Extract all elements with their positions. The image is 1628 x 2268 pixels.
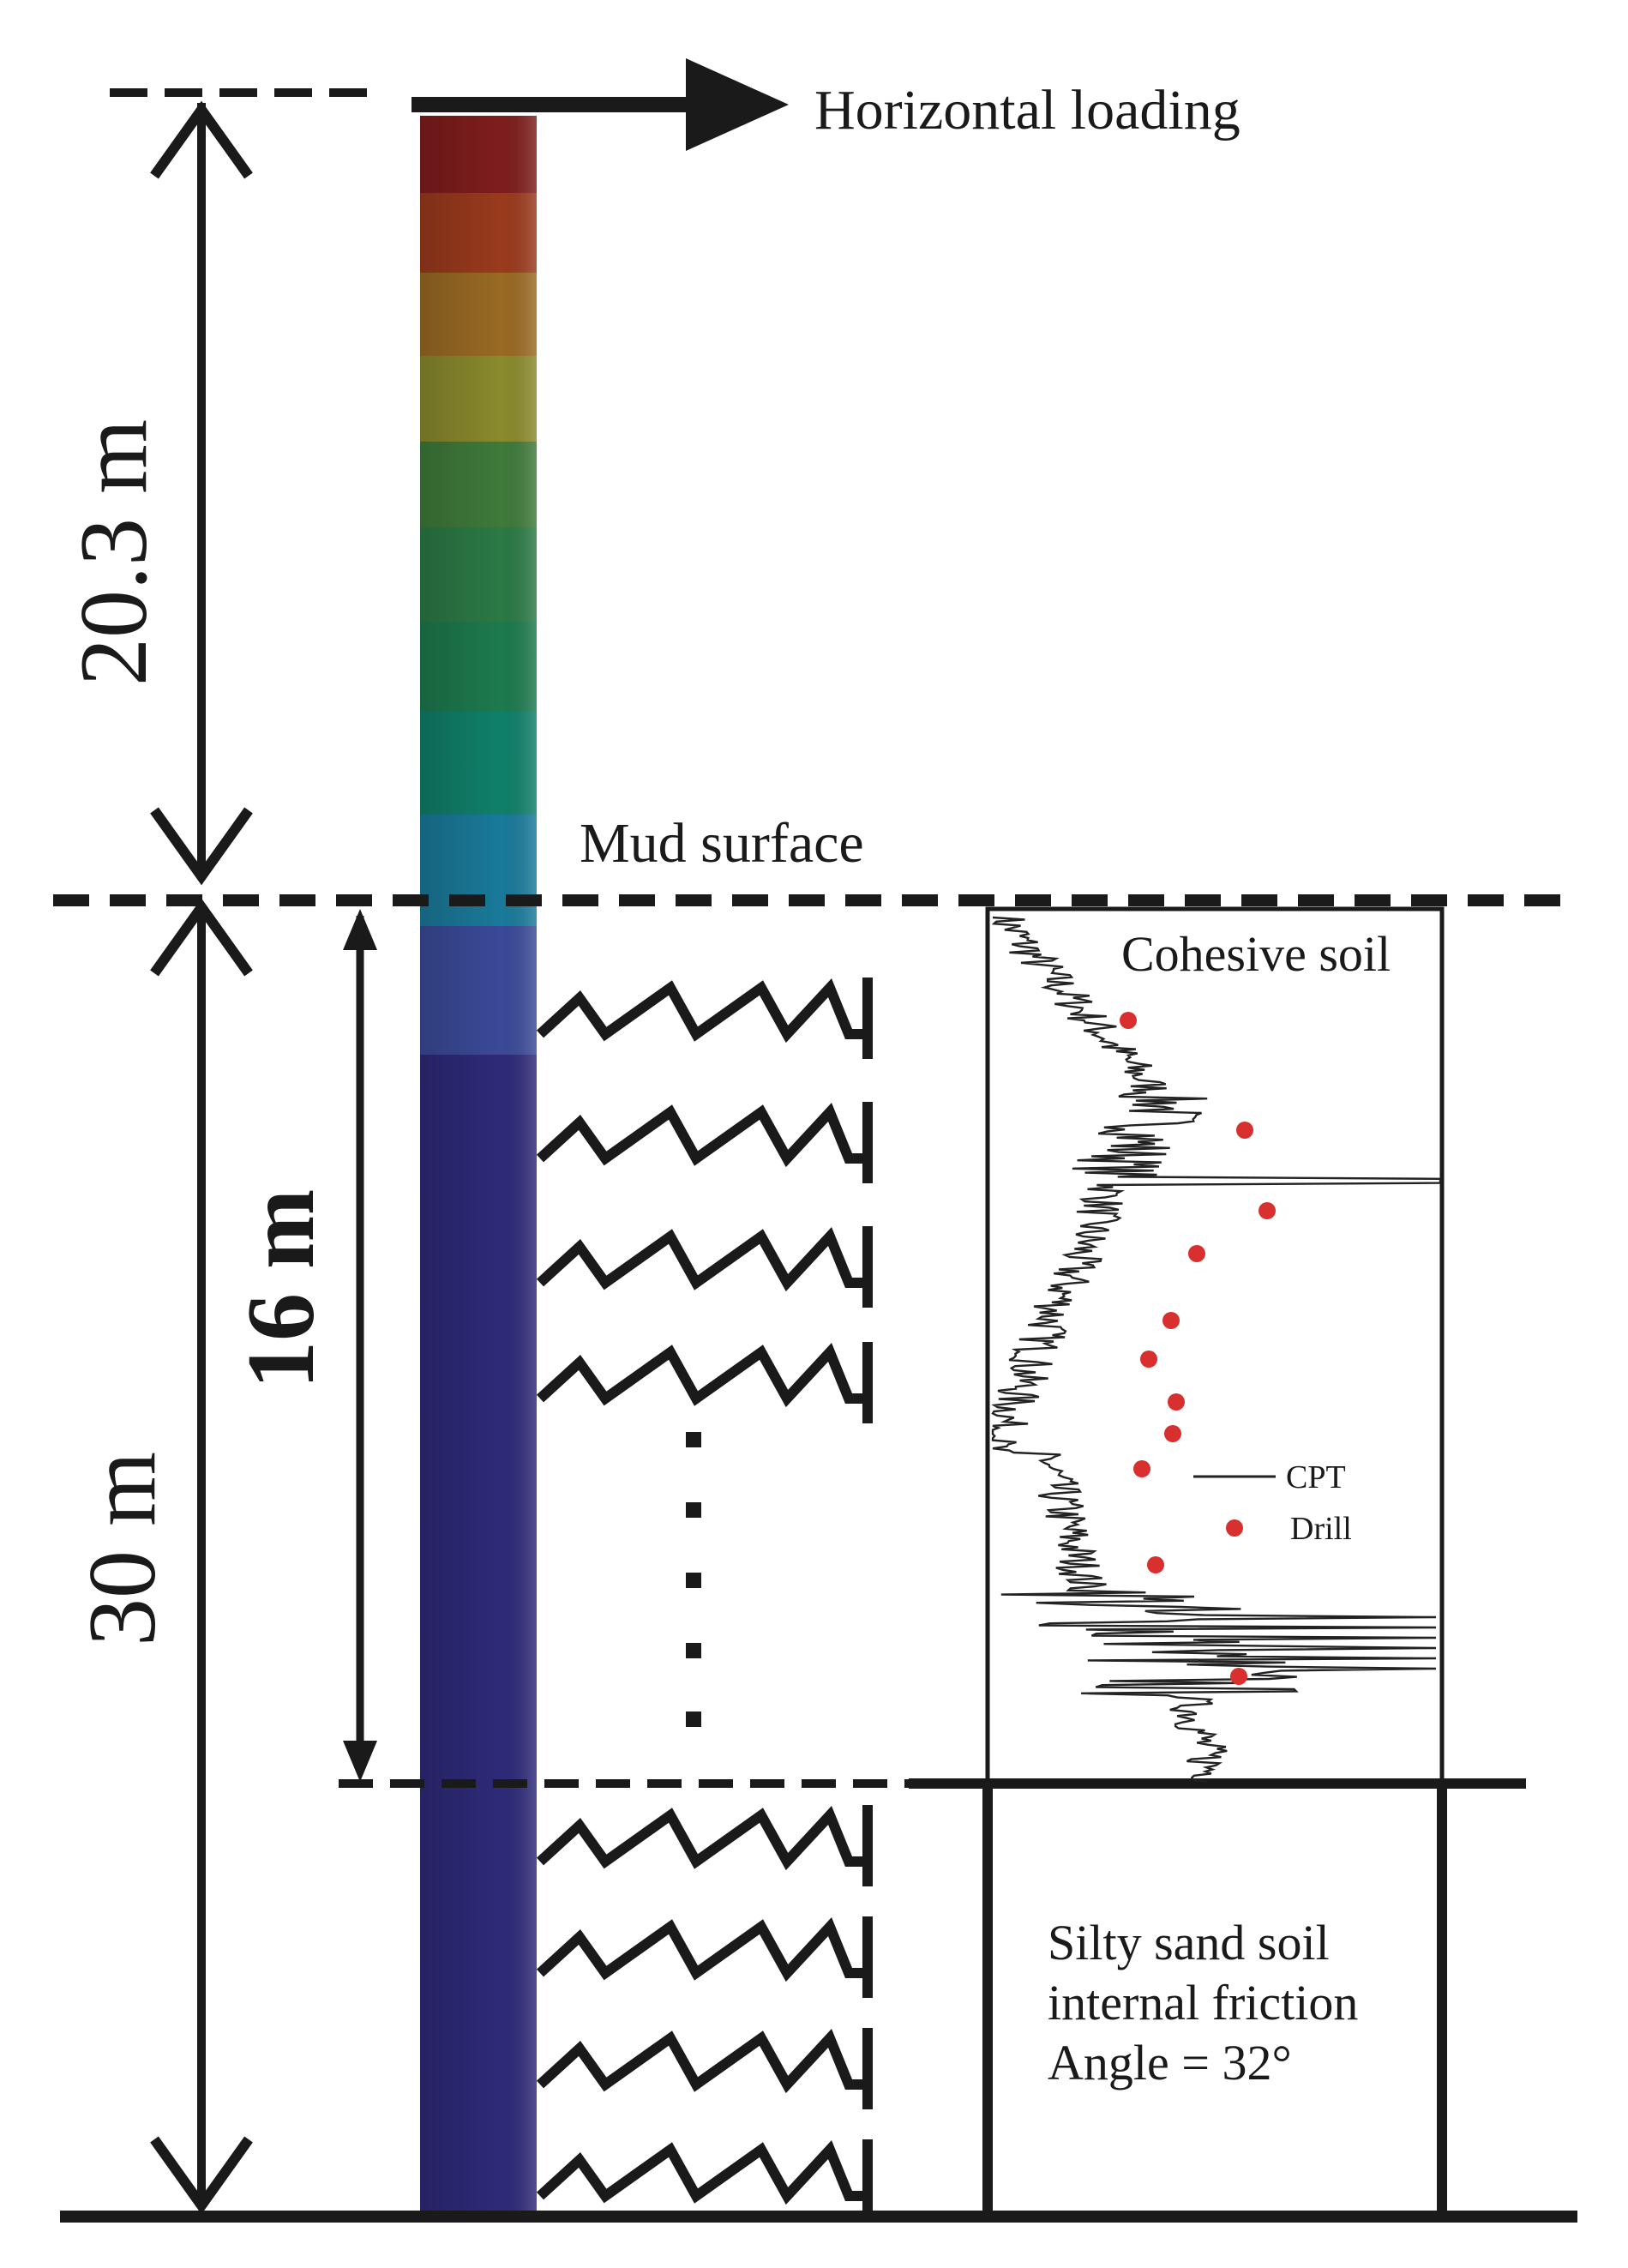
soil-spring (536, 1226, 873, 1308)
dimension-30m-label: 30 m (69, 1452, 176, 1646)
legend-drill-marker (1226, 1519, 1243, 1537)
drill-point (1259, 1202, 1276, 1219)
dimension-20-3m (150, 100, 253, 886)
dimension-16m-label: 16 m (228, 1189, 334, 1389)
pile-shading (420, 116, 537, 2217)
spring-zigzag (536, 1917, 866, 1982)
silty-sand-panel (982, 1784, 1447, 2214)
drill-data-points (1120, 1012, 1276, 1685)
legend: CPT Drill (1193, 1459, 1352, 1547)
horizontal-loading-label: Horizontal loading (814, 79, 1241, 141)
soil-springs (536, 978, 873, 2221)
pile-colormap (420, 116, 537, 2217)
drill-point (1133, 1460, 1150, 1477)
drill-point (1162, 1312, 1180, 1329)
horizontal-loading-arrow (412, 58, 789, 151)
cohesive-soil-panel (985, 906, 1445, 1786)
dimension-16m (343, 909, 377, 1782)
drill-point (1140, 1351, 1157, 1368)
mud-surface-label: Mud surface (580, 812, 864, 875)
legend-drill-label: Drill (1290, 1511, 1352, 1547)
drill-point (1120, 1012, 1137, 1029)
spring-zigzag (536, 1806, 866, 1871)
drill-point (1236, 1122, 1253, 1139)
soil-spring (536, 2028, 873, 2109)
drill-point (1188, 1245, 1205, 1262)
soil-spring (536, 1102, 873, 1183)
soil-spring (536, 978, 873, 1059)
drill-point (1168, 1393, 1185, 1411)
dimension-20-3m-label: 20.3 m (61, 419, 167, 686)
spring-zigzag (536, 1227, 866, 1292)
continuation-dots (686, 1432, 701, 1727)
soil-spring (536, 1916, 873, 1998)
dimension-30m (150, 898, 253, 2215)
legend-cpt-label: CPT (1286, 1459, 1346, 1495)
drill-point (1164, 1425, 1181, 1442)
soil-spring (536, 1342, 873, 1423)
drill-point (1230, 1668, 1247, 1685)
soil-spring (536, 1805, 873, 1886)
spring-zigzag (536, 1343, 866, 1408)
spring-zigzag (536, 2029, 866, 2094)
spring-zigzag (536, 1103, 866, 1168)
spring-zigzag (536, 2140, 866, 2205)
cpt-profile-trace (991, 916, 1442, 1784)
silty-sand-label-line3: Angle = 32° (1048, 2035, 1292, 2091)
spring-zigzag (536, 978, 866, 1044)
cohesive-soil-label: Cohesive soil (1121, 926, 1391, 982)
drill-point (1147, 1556, 1164, 1573)
silty-sand-label-line1: Silty sand soil (1048, 1915, 1330, 1970)
silty-sand-label-line2: internal friction (1048, 1975, 1358, 2030)
soil-spring (536, 2139, 873, 2221)
